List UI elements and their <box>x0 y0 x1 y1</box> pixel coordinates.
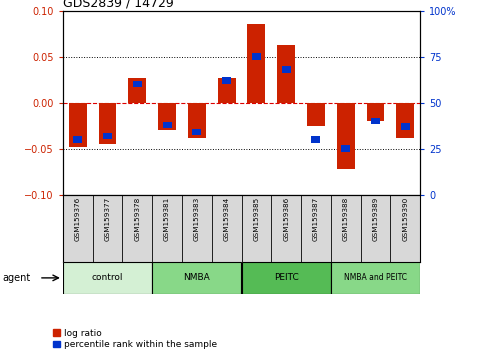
Bar <box>63 262 152 294</box>
Text: GSM159383: GSM159383 <box>194 197 200 241</box>
Bar <box>397 103 414 138</box>
Text: GSM159378: GSM159378 <box>134 197 140 241</box>
Text: NMBA and PEITC: NMBA and PEITC <box>344 273 407 282</box>
Bar <box>222 78 231 84</box>
Bar <box>73 136 82 143</box>
Bar <box>99 103 116 144</box>
Text: GSM159376: GSM159376 <box>75 197 81 241</box>
Text: GDS2839 / 14729: GDS2839 / 14729 <box>63 0 173 10</box>
Bar <box>152 262 242 294</box>
Bar <box>307 103 325 126</box>
Bar <box>247 24 265 103</box>
Bar <box>331 262 420 294</box>
Text: GSM159389: GSM159389 <box>372 197 379 241</box>
Legend: log ratio, percentile rank within the sample: log ratio, percentile rank within the sa… <box>53 329 217 349</box>
Text: NMBA: NMBA <box>184 273 210 282</box>
Bar <box>128 78 146 103</box>
Bar <box>133 81 142 87</box>
Text: GSM159377: GSM159377 <box>104 197 111 241</box>
Text: agent: agent <box>2 273 30 283</box>
Text: GSM159384: GSM159384 <box>224 197 229 241</box>
Text: GSM159385: GSM159385 <box>254 197 259 241</box>
Text: GSM159387: GSM159387 <box>313 197 319 241</box>
Bar <box>341 145 350 152</box>
Bar <box>401 124 410 130</box>
Text: GSM159390: GSM159390 <box>402 197 408 241</box>
Text: control: control <box>92 273 123 282</box>
Text: GSM159386: GSM159386 <box>283 197 289 241</box>
Bar <box>312 136 320 143</box>
Bar <box>277 45 295 103</box>
Bar <box>158 103 176 130</box>
Bar <box>337 103 355 169</box>
Text: PEITC: PEITC <box>274 273 298 282</box>
Bar <box>252 53 261 60</box>
Text: GSM159381: GSM159381 <box>164 197 170 241</box>
Text: GSM159388: GSM159388 <box>343 197 349 241</box>
Bar <box>218 78 236 103</box>
Bar <box>163 121 171 128</box>
Bar <box>69 103 86 147</box>
Bar <box>371 118 380 124</box>
Bar <box>103 132 112 139</box>
Bar <box>188 103 206 138</box>
Bar <box>192 129 201 135</box>
Bar <box>242 262 331 294</box>
Bar <box>367 103 384 121</box>
Bar <box>282 66 291 73</box>
